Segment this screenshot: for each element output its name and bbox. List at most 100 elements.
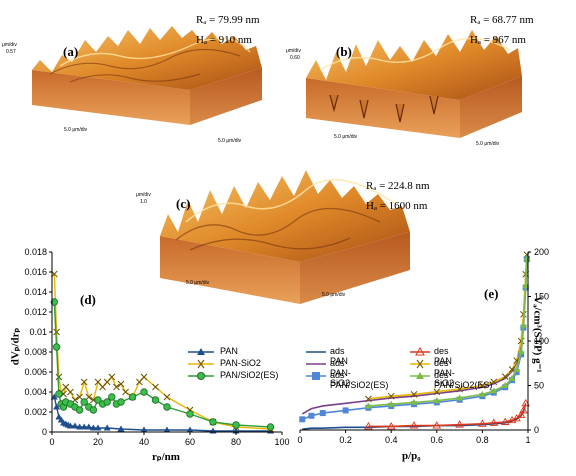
legend-des-panes-label: des PAN/SiO2(ES)	[434, 370, 493, 390]
chart-e-point	[519, 406, 528, 414]
chart-e-ytick-label: 200	[534, 247, 549, 257]
chart-e-series-1	[364, 398, 531, 430]
afm-b-highlights	[319, 37, 511, 71]
afm-a-ha: Hₐ = 910 nm	[196, 34, 252, 46]
chart-e-xtick-label: 0.6	[431, 435, 444, 445]
chart-e-point	[517, 348, 525, 355]
chart-e-point	[522, 282, 530, 289]
chart-d-xtick-label: 20	[93, 437, 103, 447]
chart-e-point	[508, 374, 516, 381]
chart-e-point	[433, 397, 441, 404]
chart-e-point	[490, 387, 498, 394]
chart-e-series-line	[368, 258, 528, 407]
chart-e-point	[433, 388, 441, 396]
afm-panel-b	[306, 30, 522, 138]
chart-d-point	[108, 393, 116, 401]
chart-d-point	[163, 426, 171, 433]
afm-c-left-face	[160, 236, 300, 304]
afm-panel-c	[160, 170, 410, 304]
chart-d-xtick-label: 0	[49, 437, 54, 447]
chart-e-point	[410, 398, 418, 405]
chart-e-point	[479, 382, 486, 389]
chart-d-ytick-label: 0.014	[24, 287, 47, 297]
chart-d-panel-label: (d)	[80, 292, 96, 307]
afm-b-zval: 0.60	[290, 55, 300, 61]
chart-e-point	[365, 395, 372, 403]
afm-b-ra: Rₐ = 68.77 nm	[470, 14, 534, 26]
afm-b-surface	[306, 30, 522, 100]
afm-c-label: (c)	[176, 196, 191, 211]
chart-e-ytick-label: 100	[534, 336, 549, 346]
chart-d-point	[89, 406, 98, 414]
afm-a-highlights	[59, 37, 251, 67]
afm-c-zval: 1.0	[140, 199, 147, 205]
chart-d-point	[103, 424, 111, 431]
chart-d-xtick-label: 40	[139, 437, 149, 447]
chart-d-point	[66, 422, 74, 429]
chart-e-point	[521, 398, 531, 407]
chart-e-ytick-label: 0	[534, 425, 539, 435]
chart-d-point	[85, 423, 93, 430]
legend-ads-pansio2-label: ads PAN-SiO2	[330, 358, 351, 388]
chart-d-point	[75, 406, 84, 414]
chart-e-ytick-label: 50	[534, 381, 544, 391]
chart-d-ytick-label: 0.006	[24, 367, 47, 377]
chart-e-point	[500, 417, 510, 425]
chart-d-xtick-label: 80	[231, 437, 241, 447]
chart-e-point	[364, 402, 372, 409]
chart-d-point	[76, 393, 83, 401]
chart-d-point	[128, 393, 137, 401]
chart-d-ytick-label: 0.002	[24, 407, 47, 417]
afm-c-ra: Rₐ = 224.8 nm	[366, 180, 430, 192]
chart-e-point	[387, 400, 395, 407]
afm-a-ridges	[49, 48, 241, 83]
chart-e-series-5	[364, 254, 531, 409]
chart-d-xtick-label: 100	[274, 437, 289, 447]
chart-e-point	[513, 365, 521, 372]
chart-e-point	[409, 421, 419, 429]
afm-c-highlights	[185, 179, 397, 223]
chart-e-point	[456, 385, 463, 393]
chart-e-xtick-label: 0.4	[385, 435, 398, 445]
afm-b-right-face	[460, 76, 522, 138]
chart-d-point	[163, 403, 171, 411]
chart-e-point	[342, 407, 349, 414]
chart-d-xtick-label: 60	[185, 437, 195, 447]
chart-e-series-line	[368, 403, 527, 428]
chart-e-point	[364, 422, 373, 430]
chart-d-point	[122, 388, 129, 396]
chart-d-ytick-label: 0.01	[29, 327, 47, 337]
chart-e-ylabel: Vₐ/cm³(STP) g⁻¹	[531, 296, 544, 373]
afm-a-zunit: μm/div	[2, 42, 17, 48]
afm-b-label: (b)	[336, 44, 352, 59]
chart-d-point	[85, 393, 93, 401]
chart-d-point	[266, 423, 275, 431]
chart-e-xtick-label: 0	[297, 435, 302, 445]
chart-d-point	[94, 424, 102, 431]
afm-b-left-face	[306, 78, 460, 138]
chart-d-point	[53, 328, 60, 336]
chart-d-series-2	[50, 298, 275, 431]
chart-d-point	[108, 373, 116, 381]
chart-d-point	[117, 425, 125, 432]
chart-e-xtick-label: 1	[525, 435, 530, 445]
chart-e-ytick-label: 150	[534, 292, 549, 302]
chart-d-point	[55, 373, 63, 381]
chart-e-point	[523, 254, 531, 261]
chart-d-point	[53, 403, 61, 410]
chart-e-point	[489, 418, 499, 426]
chart-e-point	[478, 419, 487, 427]
chart-d-point	[152, 383, 159, 391]
chart-d-point	[163, 393, 171, 401]
afm-c-right-face	[300, 232, 410, 304]
legend-panes-label: PAN/SiO2(ES)	[220, 370, 279, 380]
afm-b-yaxis: 5.0 μm/div	[476, 141, 500, 147]
chart-d-point	[151, 396, 160, 404]
chart-d-ytick-label: 0.016	[24, 267, 47, 277]
legend-ads-panes-label: ads PAN/SiO2(ES)	[330, 370, 389, 390]
afm-a-right-face	[190, 68, 262, 125]
chart-e-point	[516, 410, 526, 418]
legend-pan-label: PAN	[220, 346, 238, 356]
